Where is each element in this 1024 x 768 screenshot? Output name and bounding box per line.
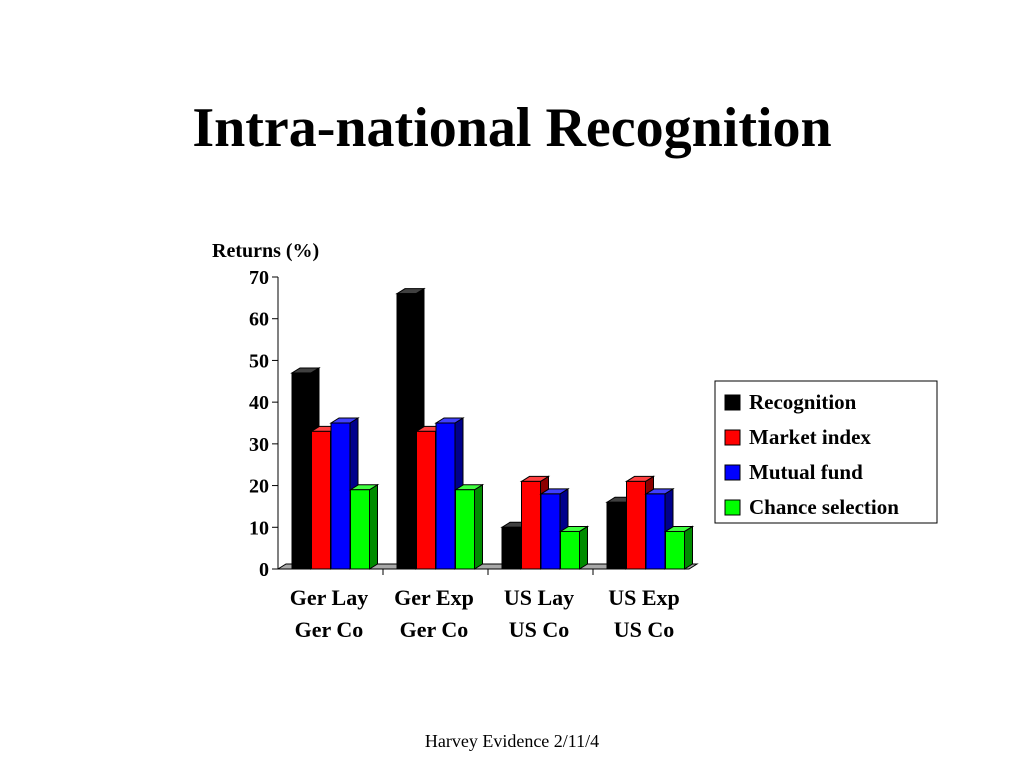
y-tick-label: 20 xyxy=(249,476,269,498)
x-tick-label: US Lay xyxy=(504,585,574,610)
y-tick-label: 60 xyxy=(249,309,269,331)
y-tick-label: 0 xyxy=(259,559,269,581)
x-tick-label: Ger Co xyxy=(400,617,469,642)
y-tick-label: 10 xyxy=(249,517,269,539)
y-tick-label: 70 xyxy=(249,267,269,289)
slide-footer: Harvey Evidence 2/11/4 xyxy=(424,731,600,751)
legend-box xyxy=(714,380,938,524)
bar xyxy=(348,483,380,570)
bar xyxy=(663,525,695,570)
legend-label: Market index xyxy=(749,425,871,449)
y-axis-label: Returns (%) xyxy=(212,240,319,262)
legend-swatch xyxy=(724,429,741,446)
bar-chart: Returns (%) 0 10 20 30 40 50 60 70 Ger Lay Ger C… xyxy=(212,240,938,642)
x-tick-label: Ger Co xyxy=(295,617,364,642)
x-axis-labels: Ger Lay Ger Co Ger Exp Ger Co US Lay US Co US … xyxy=(290,585,680,642)
x-tick-label: US Co xyxy=(509,617,570,642)
slide-title: Intra-national Recognition xyxy=(192,97,832,159)
y-tick-label: 50 xyxy=(249,350,269,372)
bar xyxy=(453,483,485,570)
legend-label: Recognition xyxy=(749,390,857,414)
x-tick-label: Ger Exp xyxy=(394,585,474,610)
legend-swatch xyxy=(724,464,741,481)
legend-swatch xyxy=(724,394,741,411)
y-tick-label: 40 xyxy=(249,392,269,414)
y-axis-ticks: 0 10 20 30 40 50 60 70 xyxy=(249,267,278,581)
x-tick-label: Ger Lay xyxy=(290,585,368,610)
legend: Recognition Market index Mutual fund Chance… xyxy=(714,380,938,524)
y-tick-label: 30 xyxy=(249,434,269,456)
legend-label: Mutual fund xyxy=(749,460,863,484)
legend-swatch xyxy=(724,499,741,516)
bar xyxy=(558,525,590,570)
x-tick-label: US Exp xyxy=(608,585,680,610)
x-tick-label: US Co xyxy=(614,617,675,642)
legend-label: Chance selection xyxy=(749,495,899,519)
bars xyxy=(290,287,695,570)
